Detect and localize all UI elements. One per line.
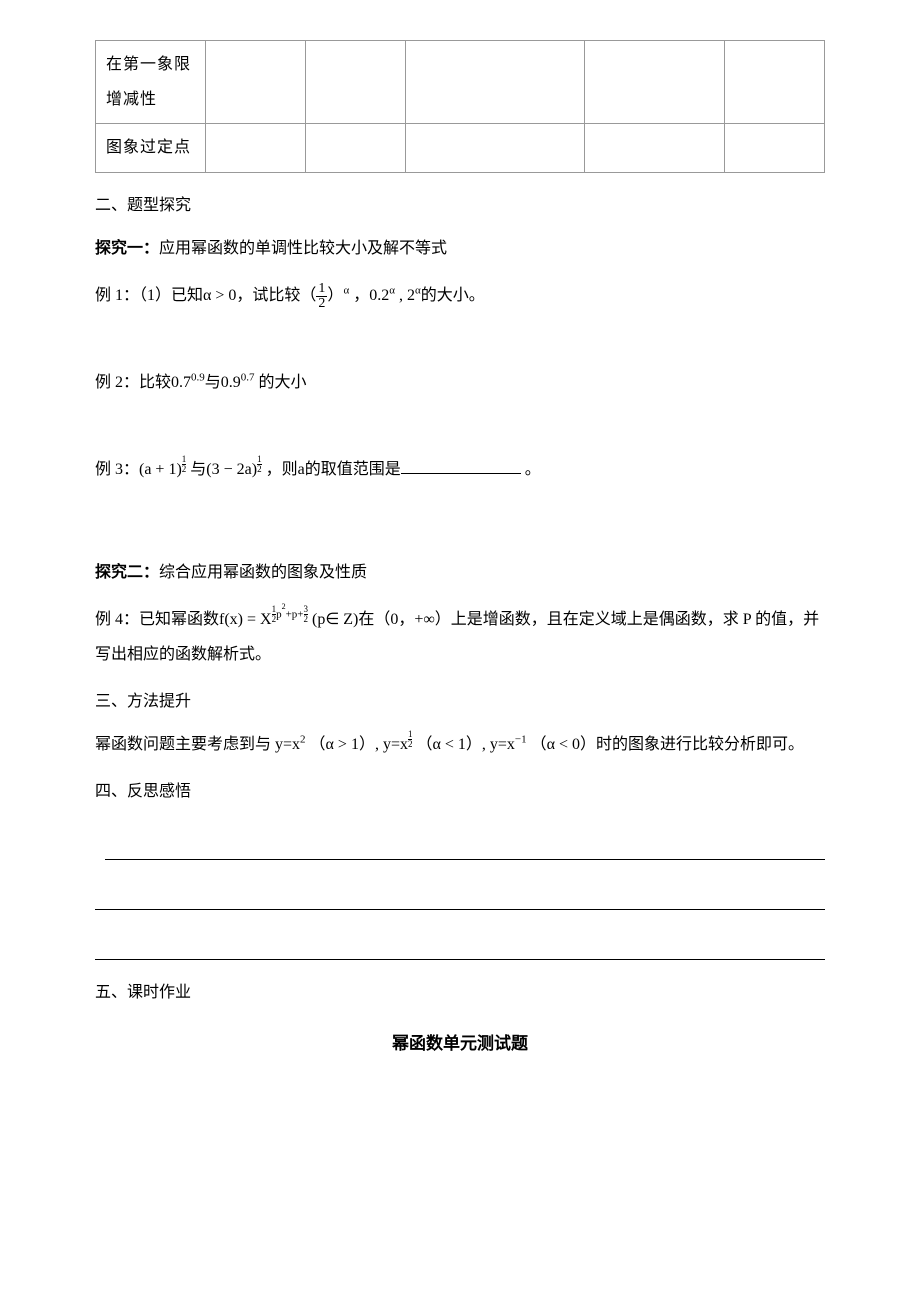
- m-p4: （α < 0）时的图象进行比较分析即可。: [527, 736, 804, 753]
- ex1-mid1: ）: [327, 287, 343, 304]
- ex2-sup2: 0.7: [241, 372, 255, 384]
- table-row: 在第一象限增减性: [96, 41, 825, 124]
- row-label-2: 图象过定点: [96, 124, 206, 172]
- empty-cell: [405, 124, 585, 172]
- properties-table: 在第一象限增减性 图象过定点: [95, 40, 825, 173]
- ex4-exp-mid2: +p+: [286, 608, 304, 620]
- empty-cell: [305, 124, 405, 172]
- ex2-suffix: 的大小: [255, 374, 307, 391]
- ex2-prefix: 例 2：比较0.7: [95, 374, 191, 391]
- ex3-suffix: 。: [521, 461, 541, 478]
- explore-1: 探究一：应用幂函数的单调性比较大小及解不等式: [95, 231, 825, 266]
- empty-cell: [585, 41, 725, 124]
- exp-frac-2: 12: [257, 455, 262, 474]
- empty-cell: [405, 41, 585, 124]
- ex1-prefix: 例 1：（1）已知α > 0，试比较（: [95, 287, 316, 304]
- exp-frac-a: 12: [272, 605, 277, 624]
- exp-frac-b: 32: [304, 605, 309, 624]
- ex4-exp-mid1: p: [276, 608, 282, 620]
- m-sup2: −1: [515, 734, 527, 746]
- m-p2: （α > 1）, y=x: [306, 736, 408, 753]
- exp-frac-1: 12: [182, 455, 187, 474]
- fill-in-blank: [401, 458, 521, 474]
- empty-cell: [725, 124, 825, 172]
- ex1-mid3: , 2: [395, 287, 415, 304]
- reflection-line-2: [95, 875, 825, 910]
- ex4-prefix: 例 4：已知幂函数f(x) = X: [95, 611, 272, 628]
- explore-1-text: 应用幂函数的单调性比较大小及解不等式: [159, 240, 447, 257]
- ex1-mid2: ，0.2: [349, 287, 389, 304]
- example-4: 例 4：已知幂函数f(x) = X12p2+p+32 (p∈ Z)在（0，+∞）…: [95, 602, 825, 672]
- empty-cell: [205, 41, 305, 124]
- explore-2: 探究二：综合应用幂函数的图象及性质: [95, 555, 825, 590]
- ex3-prefix: 例 3：(a + 1): [95, 461, 182, 478]
- test-title: 幂函数单元测试题: [95, 1025, 825, 1062]
- explore-1-label: 探究一：: [95, 240, 159, 257]
- table-row: 图象过定点: [96, 124, 825, 172]
- ex2-sup1: 0.9: [191, 372, 205, 384]
- empty-cell: [725, 41, 825, 124]
- empty-cell: [585, 124, 725, 172]
- section-5-heading: 五、课时作业: [95, 975, 825, 1010]
- m-frac: 12: [408, 730, 413, 749]
- reflection-line-3: [95, 925, 825, 960]
- ex4-exp-sup: 2: [282, 602, 286, 611]
- reflection-line-1: [105, 825, 825, 860]
- ex1-suffix: 的大小。: [421, 287, 485, 304]
- section-4-heading: 四、反思感悟: [95, 774, 825, 809]
- row-label-1: 在第一象限增减性: [96, 41, 206, 124]
- empty-cell: [205, 124, 305, 172]
- fraction-half: 12: [316, 282, 327, 311]
- m-p1: 幂函数问题主要考虑到与 y=x: [95, 736, 300, 753]
- m-p3: （α < 1）, y=x: [412, 736, 514, 753]
- ex2-mid: 与0.9: [205, 374, 241, 391]
- example-3: 例 3：(a + 1)12 与(3 − 2a)12 ，则a的取值范围是 。: [95, 452, 825, 487]
- empty-cell: [305, 41, 405, 124]
- explore-2-label: 探究二：: [95, 564, 159, 581]
- ex3-mid2: ，则a的取值范围是: [262, 461, 401, 478]
- section-2-heading: 二、题型探究: [95, 188, 825, 223]
- explore-2-text: 综合应用幂函数的图象及性质: [159, 564, 367, 581]
- example-2: 例 2：比较0.70.9与0.90.7 的大小: [95, 365, 825, 400]
- example-1: 例 1：（1）已知α > 0，试比较（12）α ，0.2α , 2α的大小。: [95, 278, 825, 313]
- section-3-heading: 三、方法提升: [95, 684, 825, 719]
- method-text: 幂函数问题主要考虑到与 y=x2 （α > 1）, y=x12 （α < 1）,…: [95, 727, 825, 762]
- ex3-mid1: 与(3 − 2a): [186, 461, 257, 478]
